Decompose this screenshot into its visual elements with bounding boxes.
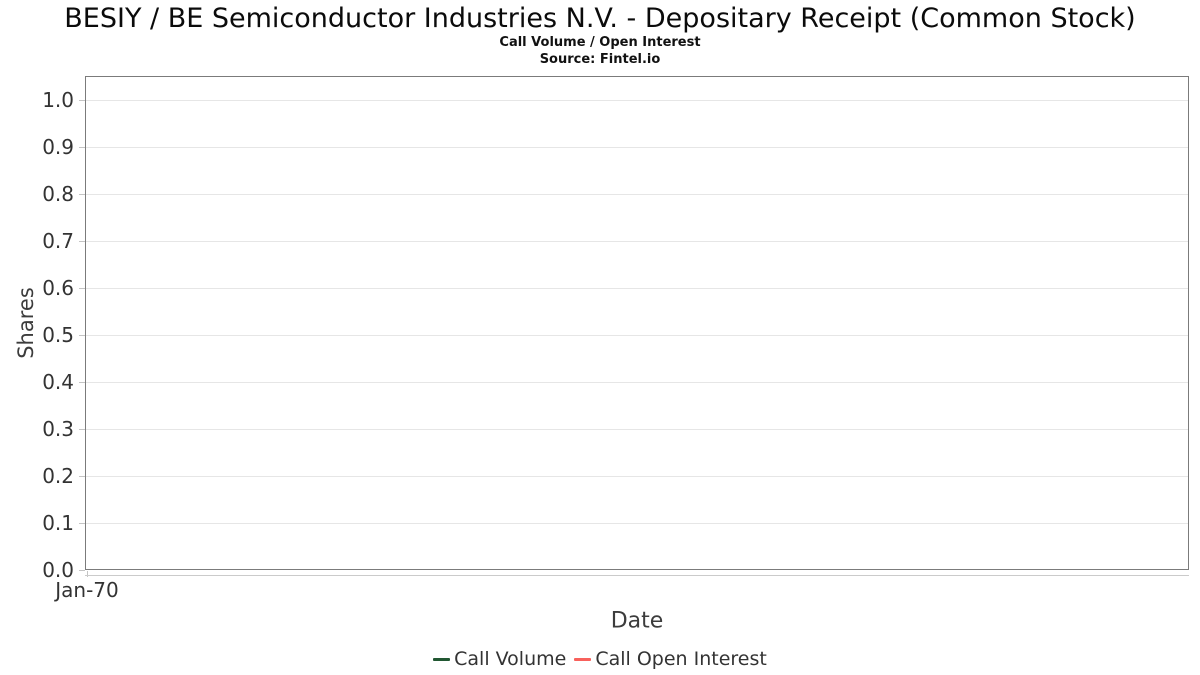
legend: Call Volume Call Open Interest bbox=[0, 645, 1200, 673]
legend-label-call-volume: Call Volume bbox=[454, 648, 567, 670]
call-volume-line-swatch bbox=[433, 657, 451, 661]
y-tick-mark bbox=[79, 570, 85, 571]
y-axis-title: Shares bbox=[14, 287, 38, 359]
y-gridline bbox=[86, 382, 1188, 383]
y-tick-mark bbox=[79, 241, 85, 242]
y-tick-label: 0.6 bbox=[42, 276, 74, 300]
y-tick-mark bbox=[79, 147, 85, 148]
y-gridline bbox=[86, 476, 1188, 477]
y-tick-label: 0.0 bbox=[42, 558, 74, 582]
y-tick-label: 0.3 bbox=[42, 417, 74, 441]
x-tick-label: Jan-70 bbox=[55, 578, 119, 602]
y-tick-mark bbox=[79, 288, 85, 289]
x-axis-title: Date bbox=[610, 608, 664, 634]
y-tick-label: 0.9 bbox=[42, 135, 74, 159]
y-tick-label: 0.4 bbox=[42, 370, 74, 394]
y-tick-mark bbox=[79, 382, 85, 383]
y-gridline bbox=[86, 523, 1188, 524]
plot-area bbox=[85, 76, 1189, 570]
y-tick-mark bbox=[79, 100, 85, 101]
y-gridline bbox=[86, 194, 1188, 195]
y-tick-label: 0.2 bbox=[42, 464, 74, 488]
y-tick-mark bbox=[79, 429, 85, 430]
y-gridline bbox=[86, 147, 1188, 148]
y-gridline bbox=[86, 241, 1188, 242]
x-tick-mark bbox=[87, 571, 88, 577]
chart-title: BESIY / BE Semiconductor Industries N.V.… bbox=[64, 3, 1136, 34]
y-tick-label: 0.5 bbox=[42, 323, 74, 347]
legend-item-call-volume[interactable]: Call Volume bbox=[433, 648, 566, 670]
y-gridline bbox=[86, 429, 1188, 430]
y-gridline bbox=[86, 100, 1188, 101]
y-tick-label: 0.8 bbox=[42, 182, 74, 206]
y-tick-mark bbox=[79, 523, 85, 524]
y-tick-label: 1.0 bbox=[42, 88, 74, 112]
y-tick-label: 0.1 bbox=[42, 511, 74, 535]
legend-label-call-open-interest: Call Open Interest bbox=[595, 648, 767, 670]
y-gridline bbox=[86, 288, 1188, 289]
call-open-interest-line-swatch bbox=[574, 657, 592, 661]
y-tick-mark bbox=[79, 476, 85, 477]
y-gridline bbox=[86, 335, 1188, 336]
x-axis-line bbox=[85, 575, 1189, 576]
source-label: Source: Fintel.io bbox=[539, 52, 661, 67]
y-tick-label: 0.7 bbox=[42, 229, 74, 253]
legend-item-call-open-interest[interactable]: Call Open Interest bbox=[574, 648, 767, 670]
y-tick-mark bbox=[79, 335, 85, 336]
chart-subtitle: Call Volume / Open Interest bbox=[499, 35, 701, 50]
y-tick-mark bbox=[79, 194, 85, 195]
